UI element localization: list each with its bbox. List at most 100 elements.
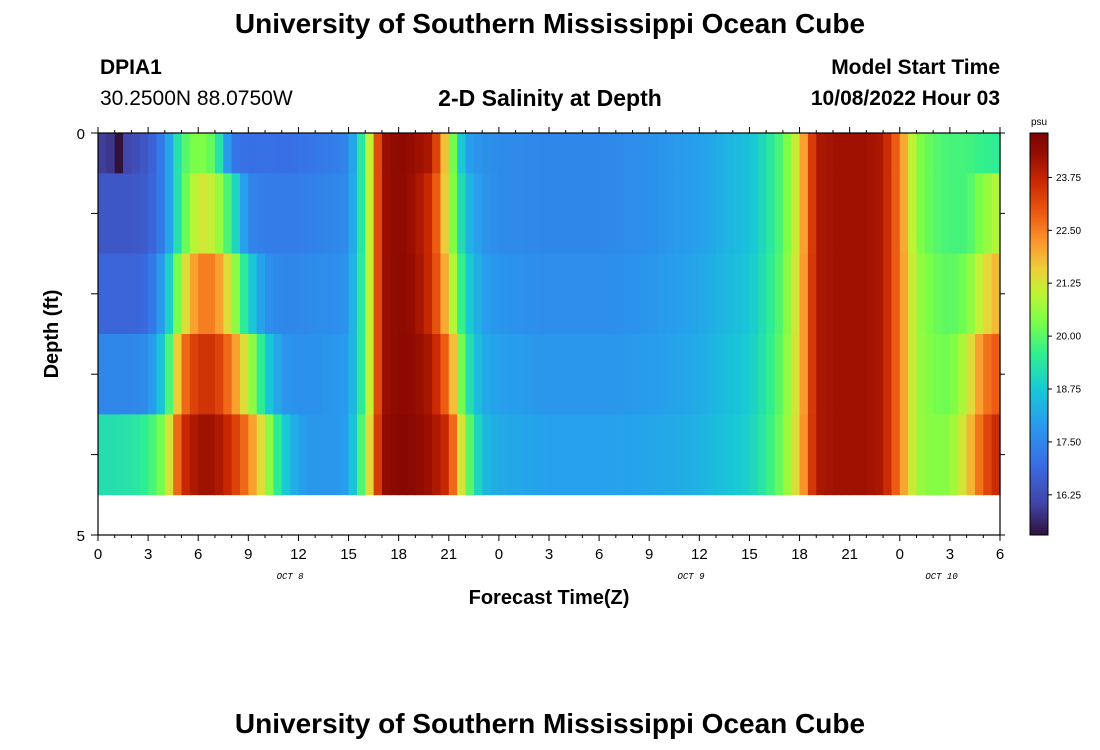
heatmap-cell (807, 253, 817, 335)
heatmap-cell (816, 133, 826, 174)
heatmap-cell (799, 173, 809, 254)
heatmap-cell (649, 253, 659, 335)
colorbar-tick-label: 22.50 (1056, 226, 1081, 237)
heatmap-cell (131, 334, 141, 415)
heatmap-cell (148, 173, 158, 254)
heatmap-cell (807, 414, 817, 496)
heatmap-cell (490, 334, 500, 415)
heatmap-cell (699, 133, 709, 174)
heatmap-cell (340, 253, 350, 335)
heatmap-cell (724, 133, 734, 174)
heatmap-cell (290, 414, 300, 496)
heatmap-cell (457, 133, 467, 174)
heatmap-cell (106, 133, 116, 174)
heatmap-cell (148, 253, 158, 335)
heatmap-cell (549, 414, 558, 496)
heatmap-cell (640, 173, 650, 254)
heatmap-cell (874, 253, 884, 335)
heatmap-cell (665, 133, 675, 174)
heatmap-cell (565, 253, 575, 335)
heatmap-cell (106, 414, 116, 496)
heatmap-cell (741, 133, 751, 174)
heatmap-cell (198, 253, 208, 335)
heatmap-cell (390, 414, 400, 496)
heatmap-cell (198, 414, 208, 496)
heatmap-cell (540, 173, 550, 254)
heatmap-cell (874, 133, 884, 174)
heatmap-cell (256, 253, 266, 335)
heatmap-cell (899, 173, 909, 254)
heatmap-cell (465, 173, 475, 254)
heatmap-cell (532, 173, 542, 254)
heatmap-cell (858, 253, 867, 335)
heatmap-cell (774, 133, 784, 174)
heatmap-cell (707, 173, 717, 254)
heatmap-cell (248, 173, 258, 254)
heatmap-cell (649, 133, 659, 174)
heatmap-cell (624, 173, 634, 254)
heatmap-cell (407, 253, 416, 335)
heatmap-cell (532, 414, 542, 496)
heatmap-cell (732, 173, 742, 254)
heatmap-cell (189, 253, 199, 335)
colorbar-tick-label: 23.75 (1056, 173, 1081, 184)
heatmap-cell (557, 253, 567, 335)
heatmap-cell (114, 133, 124, 174)
heatmap-cell (774, 253, 784, 335)
heatmap-cell (239, 173, 249, 254)
heatmap-cell (98, 253, 107, 335)
heatmap-cell (766, 133, 776, 174)
footer-title: University of Southern Mississippi Ocean… (234, 708, 866, 739)
heatmap-cell (223, 334, 233, 415)
heatmap-cell (640, 334, 650, 415)
heatmap-cell (933, 334, 943, 415)
heatmap-cell (214, 414, 224, 496)
heatmap-cell (273, 133, 283, 174)
heatmap-cell (248, 253, 258, 335)
heatmap-cell (824, 133, 834, 174)
heatmap-cell (164, 334, 174, 415)
heatmap-cell (390, 334, 400, 415)
heatmap-cell (866, 414, 876, 496)
heatmap-cell (206, 334, 216, 415)
heatmap-cell (206, 133, 216, 174)
heatmap-cell (298, 253, 308, 335)
heatmap-cell (181, 334, 191, 415)
x-tick-label: 9 (645, 546, 653, 563)
date-label: OCT 9 (677, 572, 705, 582)
heatmap-cell (657, 173, 667, 254)
heatmap-cell (189, 173, 199, 254)
heatmap-cell (741, 334, 751, 415)
heatmap-cell (473, 133, 483, 174)
heatmap-cell (799, 334, 809, 415)
x-tick-label: 15 (340, 546, 357, 563)
heatmap-cell (908, 253, 918, 335)
heatmap-cell (540, 253, 550, 335)
heatmap-cell (407, 133, 416, 174)
x-tick-label: 12 (691, 546, 708, 563)
heatmap-cell (348, 414, 358, 496)
heatmap-cell (298, 133, 308, 174)
heatmap-cell (699, 173, 709, 254)
heatmap-cell (148, 414, 158, 496)
heatmap-cell (281, 334, 291, 415)
heatmap-cell (674, 253, 684, 335)
heatmap-cell (774, 334, 784, 415)
heatmap-cell (565, 173, 575, 254)
heatmap-cell (448, 173, 458, 254)
heatmap-cell (515, 414, 525, 496)
heatmap-cell (373, 133, 383, 174)
heatmap-cell (248, 414, 258, 496)
heatmap-cell (883, 334, 893, 415)
heatmap-cell (674, 173, 684, 254)
heatmap-cell (465, 253, 475, 335)
heatmap-cell (607, 414, 617, 496)
heatmap-cell (348, 173, 358, 254)
heatmap-cell (549, 133, 558, 174)
x-tick-label: 6 (996, 546, 1004, 563)
heatmap-cell (407, 173, 416, 254)
heatmap-cell (231, 414, 241, 496)
heatmap-cell (557, 173, 567, 254)
heatmap-cell (306, 133, 316, 174)
colorbar-tick-label: 20.00 (1056, 332, 1081, 343)
